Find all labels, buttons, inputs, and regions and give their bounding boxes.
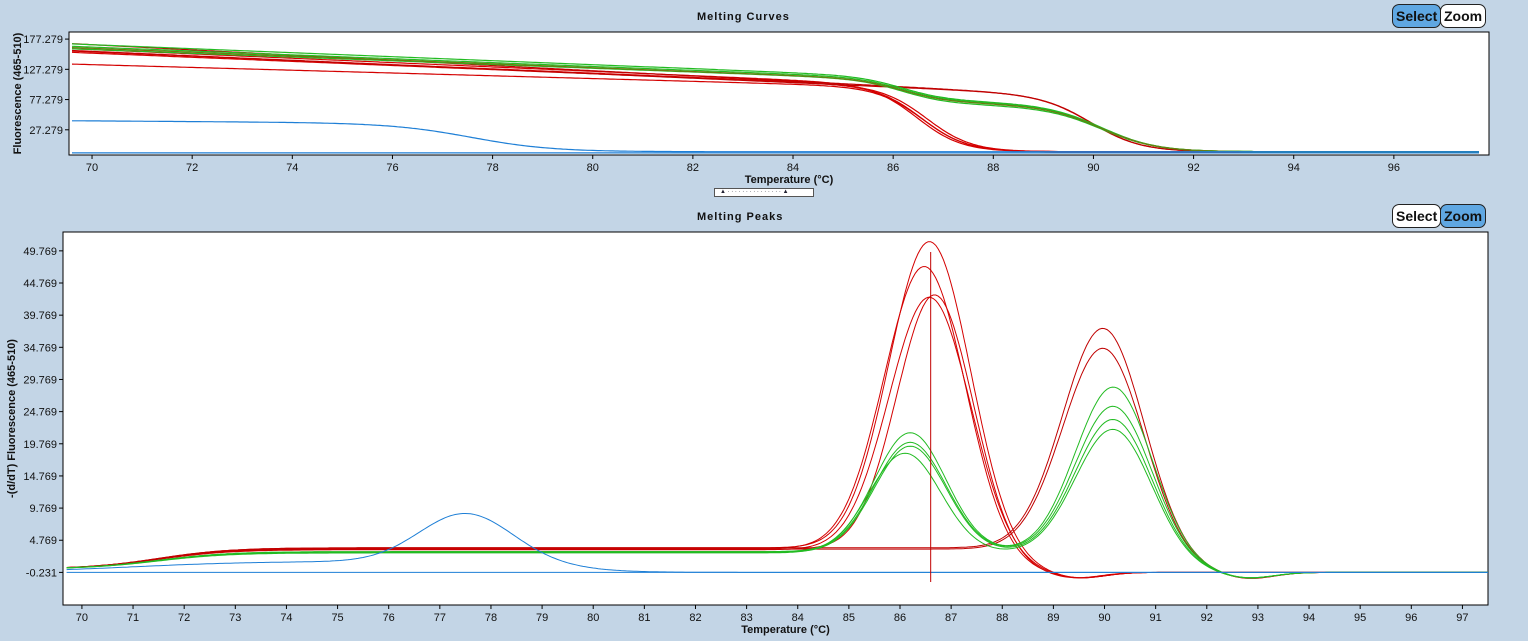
x-tick-label: 72 [178,612,190,624]
y-tick-label: 127.279 [23,64,63,76]
x-tick-label: 82 [689,612,701,624]
plot-area[interactable] [62,231,1489,606]
y-tick-label: 9.769 [29,503,57,515]
x-tick-label: 87 [945,612,957,624]
y-tick-label: 19.769 [23,439,57,451]
x-tick-label: 76 [386,162,398,174]
x-tick-label: 86 [887,162,899,174]
x-tick-label: 70 [76,612,88,624]
x-tick-label: 86 [894,612,906,624]
x-tick-label: 71 [127,612,139,624]
top-zoom-button[interactable]: Zoom [1440,4,1487,28]
peak-green-4 [66,428,1488,579]
x-axis-label: Temperature (°C) [741,624,830,636]
x-tick-label: 75 [331,612,343,624]
x-tick-label: 83 [740,612,752,624]
curve-blue-1 [72,120,1479,153]
y-tick-label: 77.279 [29,95,63,107]
x-tick-label: 70 [86,162,98,174]
x-tick-label: 72 [186,162,198,174]
x-tick-label: 91 [1150,612,1162,624]
x-tick-label: 80 [587,612,599,624]
y-axis-label: -(d/dT) Fluorescence (465-510) [6,339,18,498]
x-tick-label: 73 [229,612,241,624]
x-tick-label: 94 [1303,612,1315,624]
x-tick-label: 74 [280,612,292,624]
y-tick-label: 39.769 [23,310,57,322]
bottom-zoom-button[interactable]: Zoom [1440,204,1487,228]
y-axis-label: Fluorescence (465-510) [12,32,24,154]
x-tick-label: 78 [485,612,497,624]
x-tick-label: 76 [383,612,395,624]
x-tick-label: 95 [1354,612,1366,624]
x-tick-label: 88 [987,162,999,174]
x-tick-label: 96 [1405,612,1417,624]
melting-peaks-title: Melting Peaks [697,211,784,223]
y-tick-label: 14.769 [23,471,57,483]
x-tick-label: 77 [434,612,446,624]
y-tick-label: 49.769 [23,246,57,258]
x-tick-label: 82 [687,162,699,174]
plot-area[interactable] [68,31,1490,156]
x-tick-label: 97 [1456,612,1468,624]
y-tick-label: 34.769 [23,342,57,354]
x-tick-label: 78 [486,162,498,174]
y-tick-label: -0.231 [26,567,57,579]
panel-splitter[interactable]: ▲ · · · · · · · · · · · · · · · ▲ [714,188,814,197]
x-tick-label: 84 [787,162,799,174]
y-tick-label: 44.769 [23,278,57,290]
x-axis-label: Temperature (°C) [745,174,834,186]
x-tick-label: 94 [1288,162,1300,174]
x-tick-label: 88 [996,612,1008,624]
y-tick-label: 29.769 [23,374,57,386]
y-tick-label: 24.769 [23,407,57,419]
x-tick-label: 90 [1098,612,1110,624]
y-tick-label: 27.279 [29,125,63,137]
x-tick-label: 92 [1201,612,1213,624]
y-tick-label: 4.769 [29,535,57,547]
bottom-select-button[interactable]: Select [1392,204,1442,228]
x-tick-label: 96 [1388,162,1400,174]
x-tick-label: 80 [587,162,599,174]
x-tick-label: 93 [1252,612,1264,624]
x-tick-label: 92 [1187,162,1199,174]
x-tick-label: 74 [286,162,298,174]
y-tick-label: 177.279 [23,34,63,46]
x-tick-label: 90 [1087,162,1099,174]
x-tick-label: 81 [638,612,650,624]
x-tick-label: 84 [792,612,804,624]
x-tick-label: 79 [536,612,548,624]
melting-curves-title: Melting Curves [697,11,790,23]
x-tick-label: 85 [843,612,855,624]
x-tick-label: 89 [1047,612,1059,624]
